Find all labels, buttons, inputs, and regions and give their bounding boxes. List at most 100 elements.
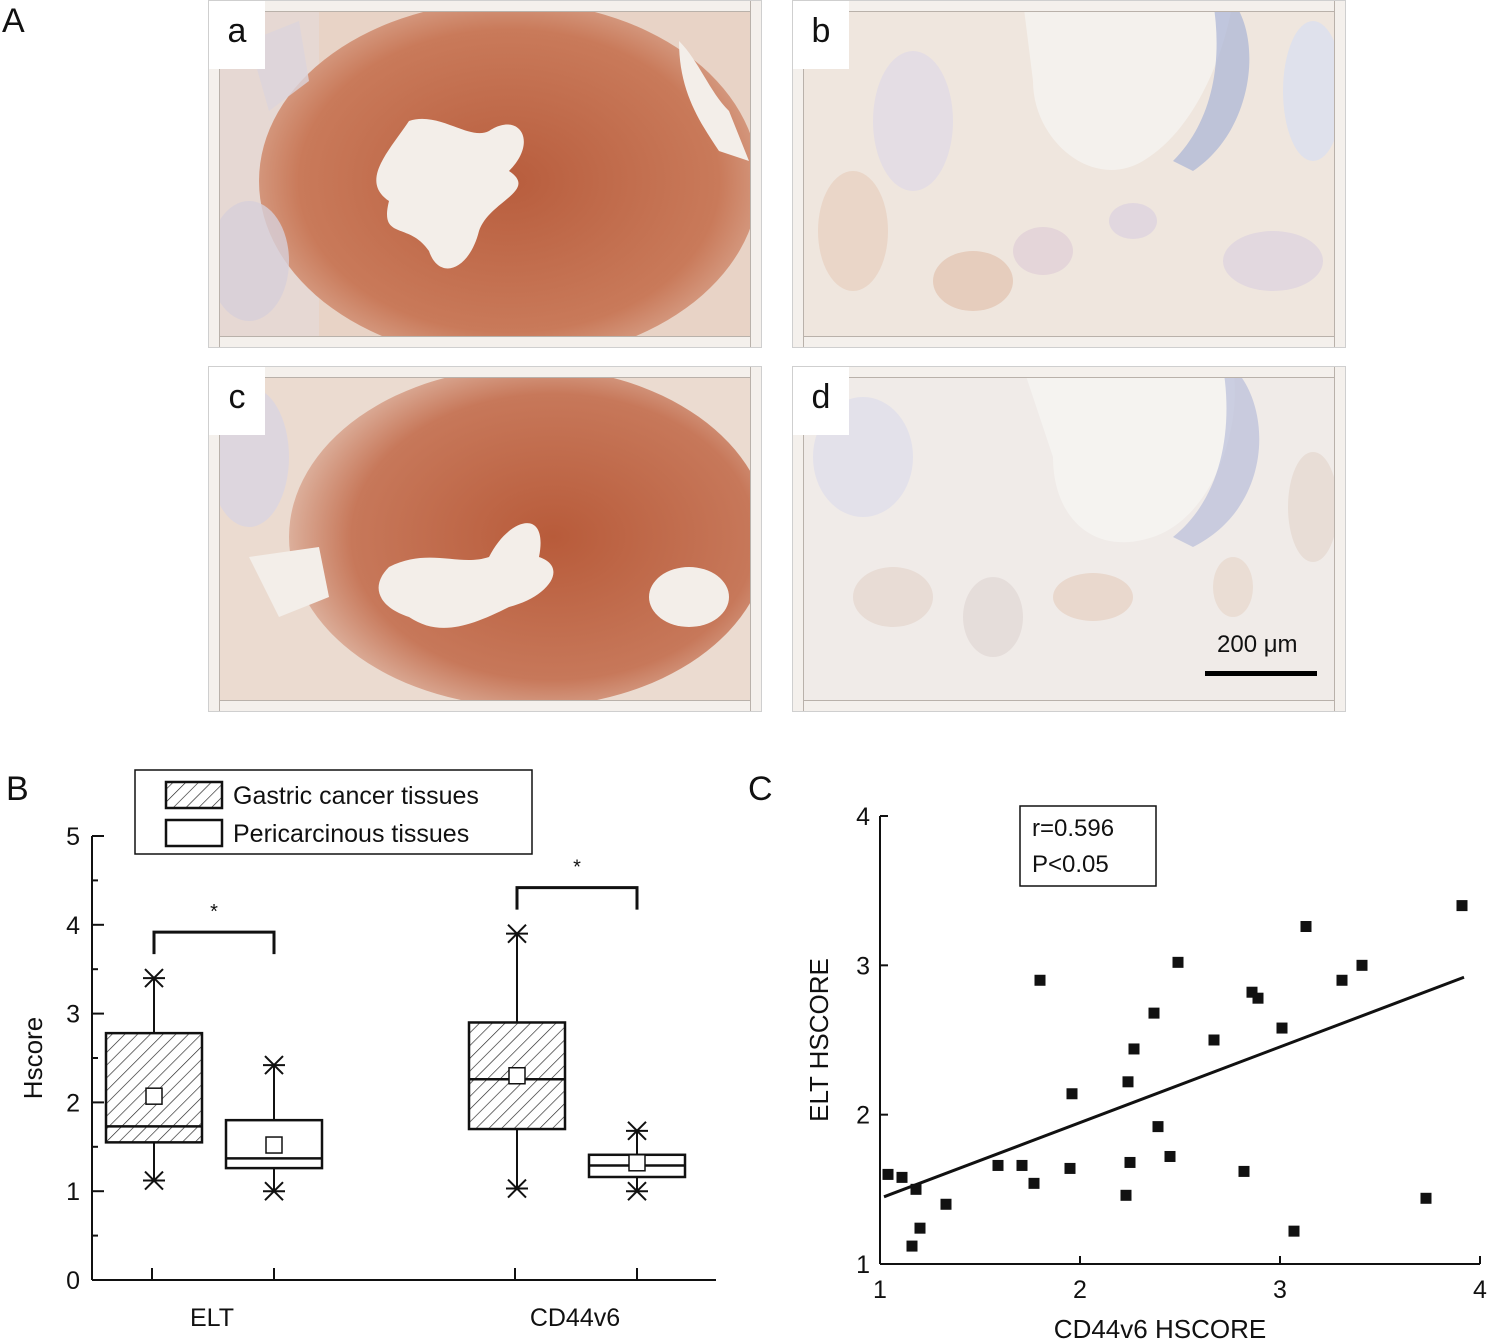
box-pericarcinous-tissues-elt [224,1055,324,1201]
significance-bracket-elt: * [152,901,276,955]
scatter-point [1164,1150,1176,1162]
micrograph-c-label: c [209,367,265,435]
scatter-point [1336,974,1348,986]
micrograph-a-right-ruler [750,1,761,347]
y-tick-label: 1 [856,1251,870,1279]
x-tick-label: 4 [1473,1276,1487,1304]
x-tick-label: ELT [190,1304,234,1332]
micrograph-b: b [792,0,1346,348]
significance-star: * [573,857,581,879]
panel-label-c-upper: C [748,770,773,808]
scatter-point [1016,1159,1028,1171]
scatter-point [1128,1043,1140,1055]
box-gastric-cancer-tissues-cd44v6 [467,923,567,1199]
scatter-point [1356,959,1368,971]
y-tick-label: 3 [856,952,870,980]
max-marker [143,968,165,988]
min-marker [263,1181,285,1201]
scatter-point [1300,921,1312,933]
micrograph-c-top-ruler [209,367,761,378]
max-marker [506,923,528,944]
max-marker [626,1121,648,1141]
scatter-point [992,1159,1004,1171]
correlation-text: P<0.05 [1032,851,1109,878]
bracket-line [152,930,276,955]
micrograph-a-left-ruler [209,1,220,347]
y-tick-label: 2 [856,1102,870,1130]
y-tick-label: 2 [66,1089,80,1117]
box-plot-axes: 0 1 2 3 4 5 Hscore ELT CD44v6 [18,823,716,1332]
scale-bar-line [1205,671,1317,676]
x-tick-label: 3 [1273,1276,1287,1304]
hscore-box-plot: Gastric cancer tissues Pericarcinous tiss… [18,769,716,1332]
y-tick-label: 4 [66,912,80,940]
x-tick-label: CD44v6 [530,1304,620,1332]
micrograph-b-top-ruler [793,1,1345,12]
micrograph-a-image [209,1,761,347]
micrograph-b-bottom-ruler [793,336,1345,347]
panel-label-a-upper: A [2,2,25,40]
min-marker [626,1181,648,1201]
scatter-point [1066,1088,1078,1100]
scatter-point [1238,1165,1250,1177]
mean-marker [145,1087,163,1105]
legend-swatch [164,818,224,848]
micrograph-a: a [208,0,762,348]
mean-marker [628,1154,646,1172]
scatter-point [1172,956,1184,968]
micrograph-d: d 200 μm [792,366,1346,712]
y-tick-label: 0 [66,1267,80,1295]
scatter-point [896,1171,908,1183]
scale-bar-label: 200 μm [1217,631,1298,658]
legend-label: Gastric cancer tissues [233,782,479,810]
y-axis-title: ELT HSCORE [804,958,834,1122]
scatter-axes: 1 2 3 4 1 2 3 4 CD44v6 HSCORE ELT HSCORE r=0.596 P<… [804,803,1487,1344]
significance-bracket-cd44v6: * [515,857,639,910]
y-tick-label: 1 [66,1178,80,1206]
micrograph-b-image [793,1,1345,347]
bracket-line [515,886,639,910]
scatter-point [914,1222,926,1234]
mean-marker [508,1067,526,1085]
scatter-point [1252,992,1264,1004]
box-plot-legend: Gastric cancer tissues Pericarcinous tiss… [134,769,533,855]
scatter-point [940,1198,952,1210]
micrograph-d-bottom-ruler [793,700,1345,711]
x-tick-label: 1 [873,1276,887,1304]
max-marker [263,1055,285,1075]
micrograph-d-left-ruler [793,367,804,711]
correlation-text: r=0.596 [1032,815,1114,842]
scatter-point [1122,1076,1134,1088]
min-marker [506,1178,528,1199]
regression-line [883,975,1465,1199]
scatter-point [1148,1007,1160,1019]
scatter-point [1124,1156,1136,1168]
scatter-point [1246,986,1258,998]
box-pericarcinous-tissues-cd44v6 [587,1121,687,1201]
x-tick-label: 2 [1073,1276,1087,1304]
x-axis-title: CD44v6 HSCORE [1054,1314,1266,1344]
micrograph-a-label: a [209,1,265,69]
micrograph-c-bottom-ruler [209,700,761,711]
y-tick-label: 5 [66,823,80,851]
mean-marker [265,1136,283,1154]
legend-swatch [164,780,224,810]
micrograph-b-right-ruler [1334,1,1345,347]
micrograph-c-right-ruler [750,367,761,711]
micrograph-d-image [793,367,1345,711]
micrograph-d-label: d [793,367,849,435]
panel-label-b-upper: B [6,770,29,808]
scatter-point [1456,900,1468,912]
scatter-points [882,900,1468,1252]
scatter-point [1288,1225,1300,1237]
scatter-point [882,1168,894,1180]
micrograph-a-top-ruler [209,1,761,12]
micrograph-d-top-ruler [793,367,1345,378]
scatter-point [910,1183,922,1195]
scatter-point [1276,1022,1288,1034]
scatter-point [1152,1121,1164,1133]
scatter-point [1208,1034,1220,1046]
legend-label: Pericarcinous tissues [233,820,469,848]
micrograph-c-left-ruler [209,367,220,711]
hscore-scatter-plot: 1 2 3 4 1 2 3 4 CD44v6 HSCORE ELT HSCORE r=0.596 P<… [804,803,1487,1344]
